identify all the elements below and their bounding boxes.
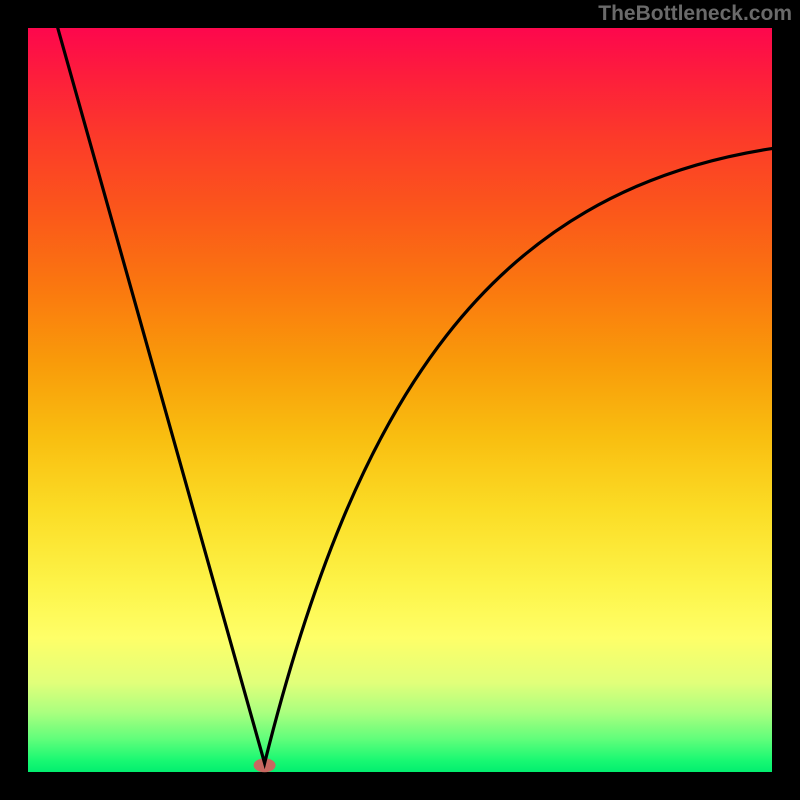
chart-container: TheBottleneck.com: [0, 0, 800, 800]
bottleneck-chart: [0, 0, 800, 800]
watermark-text: TheBottleneck.com: [598, 2, 792, 26]
plot-background: [28, 28, 772, 772]
